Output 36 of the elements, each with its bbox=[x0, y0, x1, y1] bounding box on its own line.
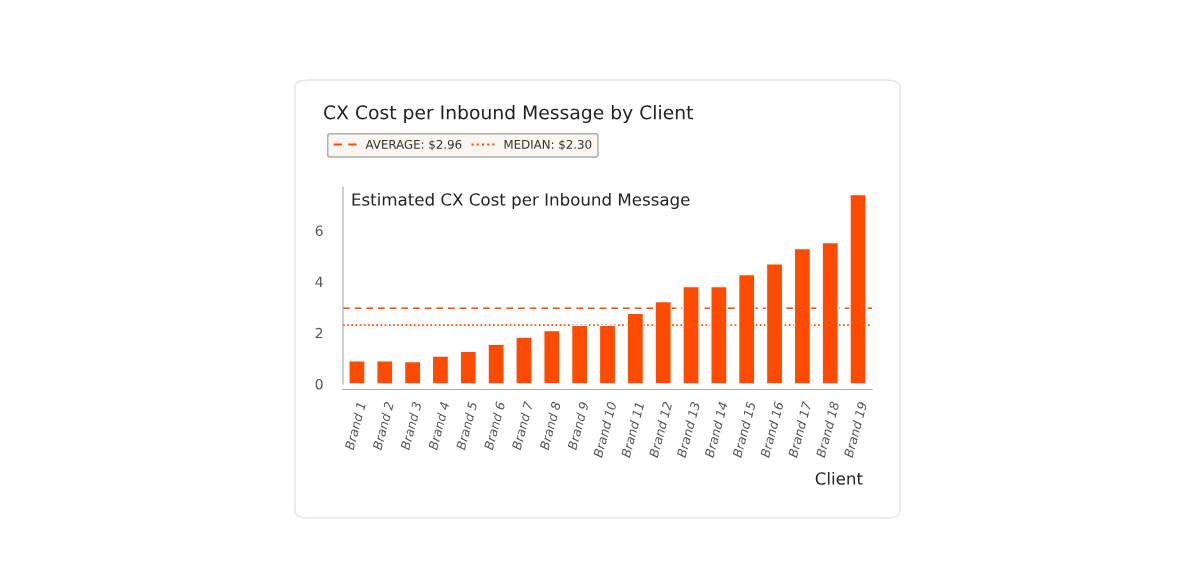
legend-label: AVERAGE: $2.96 bbox=[365, 139, 462, 151]
bar bbox=[515, 336, 533, 384]
y-tick-label: 0 bbox=[315, 378, 323, 390]
x-tick-label: Brand 19 bbox=[843, 401, 868, 459]
bar bbox=[431, 355, 450, 384]
x-axis-title: Client bbox=[815, 471, 863, 485]
bar bbox=[375, 360, 394, 384]
x-tick-label: Brand 8 bbox=[539, 401, 562, 451]
x-tick-label: Brand 1 bbox=[344, 402, 366, 451]
x-tick-label: Brand 7 bbox=[511, 400, 534, 451]
x-tick-label: Brand 18 bbox=[815, 401, 840, 459]
bar bbox=[403, 360, 422, 384]
x-tick-label: Brand 11 bbox=[620, 402, 645, 459]
x-tick-label: Brand 14 bbox=[704, 401, 728, 459]
y-tick-label: 4 bbox=[315, 276, 323, 287]
bar bbox=[348, 360, 366, 384]
x-tick-label: Brand 3 bbox=[399, 401, 422, 451]
x-tick-label: Brand 9 bbox=[567, 401, 589, 451]
x-tick-label: Brand 15 bbox=[732, 401, 756, 459]
x-tick-label: Brand 13 bbox=[676, 401, 701, 459]
x-tick-label: Brand 17 bbox=[787, 400, 812, 459]
x-tick-label: Brand 12 bbox=[648, 401, 673, 459]
y-tick-label: 6 bbox=[315, 225, 323, 236]
x-tick-label: Brand 6 bbox=[483, 401, 506, 451]
x-tick-label: Brand 16 bbox=[759, 401, 784, 459]
y-axis-title: Estimated CX Cost per Inbound Message bbox=[352, 192, 690, 210]
x-tick-label: Brand 10 bbox=[592, 401, 617, 459]
x-tick-label: Brand 2 bbox=[372, 401, 394, 451]
x-tick-label: Brand 5 bbox=[455, 401, 478, 451]
bar bbox=[459, 350, 478, 384]
bar bbox=[543, 329, 561, 384]
legend-label: MEDIAN: $2.30 bbox=[504, 139, 592, 151]
x-tick-label: Brand 4 bbox=[427, 401, 450, 451]
chart-title: CX Cost per Inbound Message by Client bbox=[324, 104, 693, 124]
bar bbox=[487, 343, 505, 384]
y-tick-label: 2 bbox=[315, 327, 323, 339]
